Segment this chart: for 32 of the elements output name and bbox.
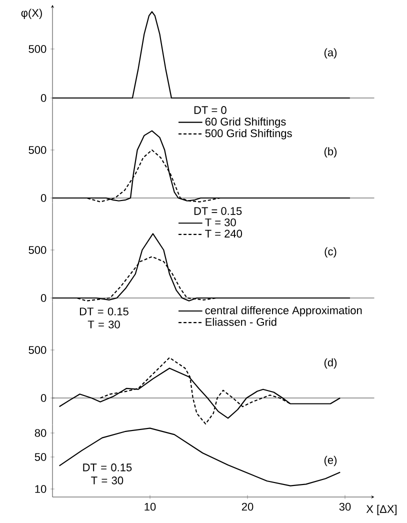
- y-tick-label: 80: [34, 429, 46, 437]
- y-tick-label: 0: [40, 194, 46, 202]
- y-tick-label: 500: [28, 146, 46, 154]
- legend-label: central difference Approximation: [205, 306, 362, 316]
- annotation: DT = 0.15 T = 30: [83, 464, 132, 484]
- legend-label: T = 240: [205, 230, 242, 238]
- y-tick-label: 0: [40, 94, 46, 102]
- legend-label: 60 Grid Shiftings: [205, 117, 286, 128]
- x-tick-label: 20: [242, 502, 254, 511]
- x-tick-label: 10: [144, 502, 156, 511]
- legend-label: Eliassen - Grid: [206, 318, 276, 326]
- y-axis-title: φ(X): [21, 8, 42, 20]
- text: (e): [324, 456, 337, 466]
- legend-title: DT = 0.15: [194, 207, 242, 215]
- y-tick-label: 10: [35, 485, 46, 493]
- legend-title: DT = 0: [194, 106, 226, 114]
- y-tick-label: 500: [28, 346, 46, 354]
- legend-label: 500 Grid Shiftings: [205, 129, 292, 140]
- text: (c): [324, 247, 336, 258]
- y-tick-label: 0: [40, 394, 46, 402]
- line-series: [58, 428, 341, 486]
- y-tick-label: 0: [40, 294, 46, 302]
- x-axis-title: X [ΔX]: [366, 504, 397, 516]
- y-tick-label: 500: [28, 246, 46, 254]
- legend-label: T = 30: [205, 218, 236, 226]
- text: (d): [324, 358, 337, 369]
- text: (a): [324, 48, 337, 59]
- x-tick-label: 30: [339, 502, 351, 511]
- text: (b): [324, 147, 337, 158]
- y-tick-label: 500: [28, 45, 46, 53]
- annotation: DT = 0.15 T = 30: [80, 308, 128, 328]
- y-tick-label: 50: [34, 453, 46, 461]
